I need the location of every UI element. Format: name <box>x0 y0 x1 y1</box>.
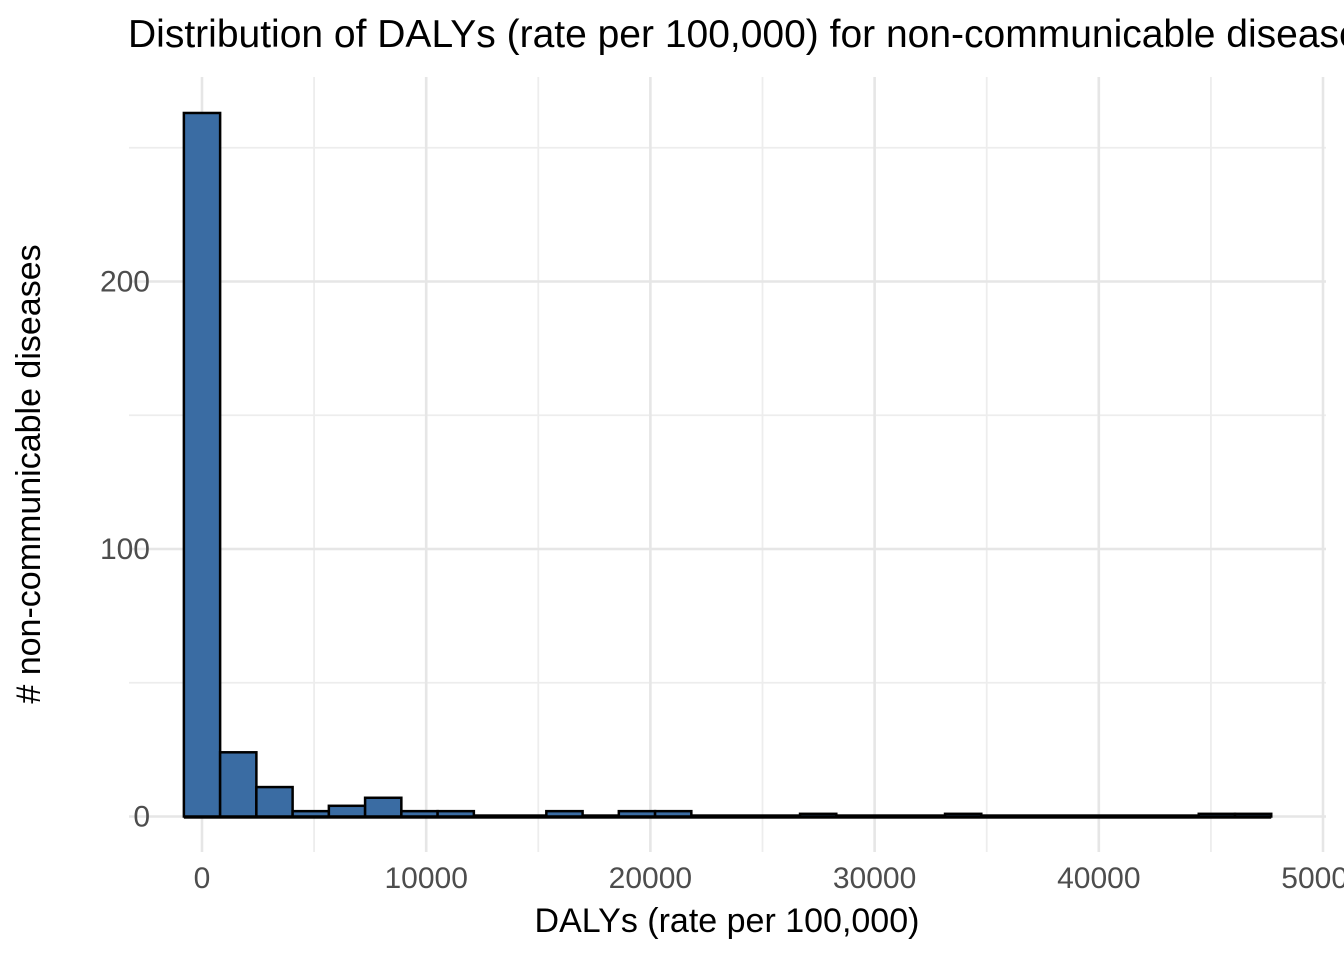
histogram-bar <box>943 812 983 818</box>
y-tick-label: 200 <box>100 266 150 299</box>
histogram-bar <box>363 796 403 818</box>
histogram-bar <box>400 809 439 818</box>
histogram-baseline <box>183 814 1272 819</box>
chart-title: Distribution of DALYs (rate per 100,000)… <box>128 13 1344 56</box>
histogram-bar <box>798 812 838 818</box>
histogram-bar <box>653 809 693 818</box>
histogram-bar <box>545 809 584 818</box>
histogram-bar <box>1233 812 1273 818</box>
histogram-bar <box>291 809 331 818</box>
histogram-bar <box>218 751 258 818</box>
y-tick-label: 100 <box>100 533 150 566</box>
histogram-bar <box>1197 812 1237 818</box>
x-tick-label: 40000 <box>1057 862 1140 895</box>
histogram-bar <box>436 809 476 818</box>
y-axis-tick-labels: 0 100 200 <box>100 266 150 834</box>
x-axis-title: DALYs (rate per 100,000) <box>535 902 920 940</box>
x-tick-label: 10000 <box>384 862 467 895</box>
y-axis-title: # non-communicable diseases <box>10 244 48 703</box>
x-tick-label: 30000 <box>833 862 916 895</box>
gridlines-major <box>129 77 1326 852</box>
gridlines-minor <box>129 77 1326 852</box>
histogram-bars <box>182 111 1273 818</box>
x-tick-label: 0 <box>194 862 211 895</box>
zero-count-bins-outline <box>183 814 1272 819</box>
histogram-bar <box>182 111 222 818</box>
histogram-bar <box>255 785 294 818</box>
y-tick-label: 0 <box>133 801 150 834</box>
histogram-bar <box>617 809 657 818</box>
x-tick-label: 20000 <box>609 862 692 895</box>
histogram-bar <box>327 804 367 818</box>
